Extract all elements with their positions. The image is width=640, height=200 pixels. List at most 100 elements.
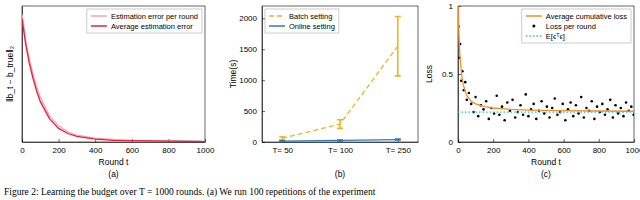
point	[551, 107, 554, 110]
plot-area	[458, 6, 634, 122]
point	[554, 97, 557, 100]
point	[561, 103, 564, 106]
caption: Figure 2: Learning the budget over T = 1…	[4, 187, 376, 198]
y-tick: 500	[244, 107, 265, 116]
x-tick-label: 200	[487, 146, 501, 155]
point	[620, 107, 623, 110]
point	[470, 103, 473, 106]
error-bar	[395, 17, 401, 76]
plot-frame	[22, 6, 205, 142]
plot-frame	[262, 6, 418, 142]
y-tick-label: 500	[244, 107, 258, 116]
line	[282, 140, 398, 142]
point	[572, 115, 575, 118]
legend-marker	[526, 35, 542, 37]
x-tick-label: 1000	[626, 146, 640, 155]
point	[503, 119, 506, 122]
y-tick-mark	[458, 74, 461, 75]
y-tick-mark	[262, 18, 265, 19]
plot-area	[22, 15, 205, 142]
y-tick-label: 0.5	[442, 70, 454, 79]
line	[22, 19, 205, 142]
x-tick-label: 1000	[197, 146, 215, 155]
panel-label: (c)	[541, 169, 551, 179]
x-tick: 400	[89, 139, 103, 155]
x-tick-label: 0	[20, 146, 25, 155]
point	[495, 94, 498, 97]
point	[583, 116, 586, 119]
point	[625, 101, 628, 104]
line	[22, 15, 205, 142]
panel: 0200400600800100000.51Round tLoss(c)Aver…	[424, 2, 640, 179]
point	[590, 100, 593, 103]
x-tick: 800	[593, 139, 607, 155]
point	[464, 81, 467, 84]
x-tick-label: 400	[89, 146, 103, 155]
y-tick: 0	[449, 138, 461, 147]
error-bar	[337, 139, 343, 141]
x-tick-mark	[493, 139, 494, 142]
point	[540, 100, 543, 103]
point	[580, 96, 583, 99]
x-axis-line	[459, 142, 635, 143]
line	[458, 6, 634, 111]
y-tick: 0	[253, 138, 265, 147]
point	[488, 118, 491, 121]
point	[519, 104, 522, 107]
point	[524, 93, 527, 96]
panel-label: (a)	[108, 169, 119, 179]
x-axis-title: Round t	[99, 157, 129, 167]
x-tick-mark	[528, 139, 529, 142]
series	[458, 112, 634, 113]
error-bar	[337, 120, 343, 129]
point	[511, 99, 514, 102]
point	[466, 99, 469, 102]
x-tick-label: 0	[456, 146, 461, 155]
point	[548, 116, 551, 119]
point	[585, 107, 588, 110]
error-bar	[279, 137, 285, 140]
x-axis-line	[263, 142, 419, 143]
legend-box	[87, 9, 202, 33]
point	[482, 108, 485, 111]
legend-marker	[269, 15, 285, 17]
point	[468, 92, 471, 95]
x-tick-label: 800	[162, 146, 176, 155]
x-tick: 400	[522, 139, 536, 155]
figure: 02004006008001000Round t‖b_t − b_true‖₂(…	[0, 0, 640, 200]
plot-frame	[458, 6, 634, 142]
x-tick: 600	[557, 139, 571, 155]
point	[498, 114, 501, 117]
legend: Average cumulative lossLoss per roundE[ϵ…	[522, 9, 631, 43]
point	[501, 105, 504, 108]
x-tick-mark	[634, 139, 635, 142]
y-tick-mark	[458, 142, 461, 143]
x-axis: 0 200 400 600 800 1000	[456, 139, 640, 155]
x-axis-title: Round t	[531, 157, 561, 167]
point	[522, 114, 525, 117]
x-tick: 200	[52, 139, 66, 155]
point	[556, 114, 559, 117]
line	[458, 111, 634, 112]
y-tick-label: 0	[449, 138, 454, 147]
panel: 02004006008001000Round t‖b_t − b_true‖₂(…	[5, 6, 215, 179]
legend-marker	[526, 15, 542, 17]
legend-marker	[532, 25, 535, 28]
y-tick-label: 1500	[239, 45, 257, 54]
x-axis: T= 50T= 100T= 250	[263, 139, 419, 155]
point	[575, 104, 578, 107]
y-axis-line	[262, 7, 263, 143]
y-tick-mark	[262, 111, 265, 112]
y-tick-mark	[262, 49, 265, 50]
plot-area	[279, 17, 401, 142]
point	[593, 118, 596, 121]
x-tick-label: T= 50	[272, 146, 293, 155]
legend-label: Average estimation error	[111, 22, 193, 31]
x-tick: T= 100	[328, 139, 354, 155]
x-tick-label: 600	[126, 146, 140, 155]
x-tick-mark	[564, 139, 565, 142]
point	[506, 101, 509, 104]
point	[614, 104, 617, 107]
legend-marker	[269, 25, 285, 27]
y-tick-label: 2000	[239, 14, 257, 23]
